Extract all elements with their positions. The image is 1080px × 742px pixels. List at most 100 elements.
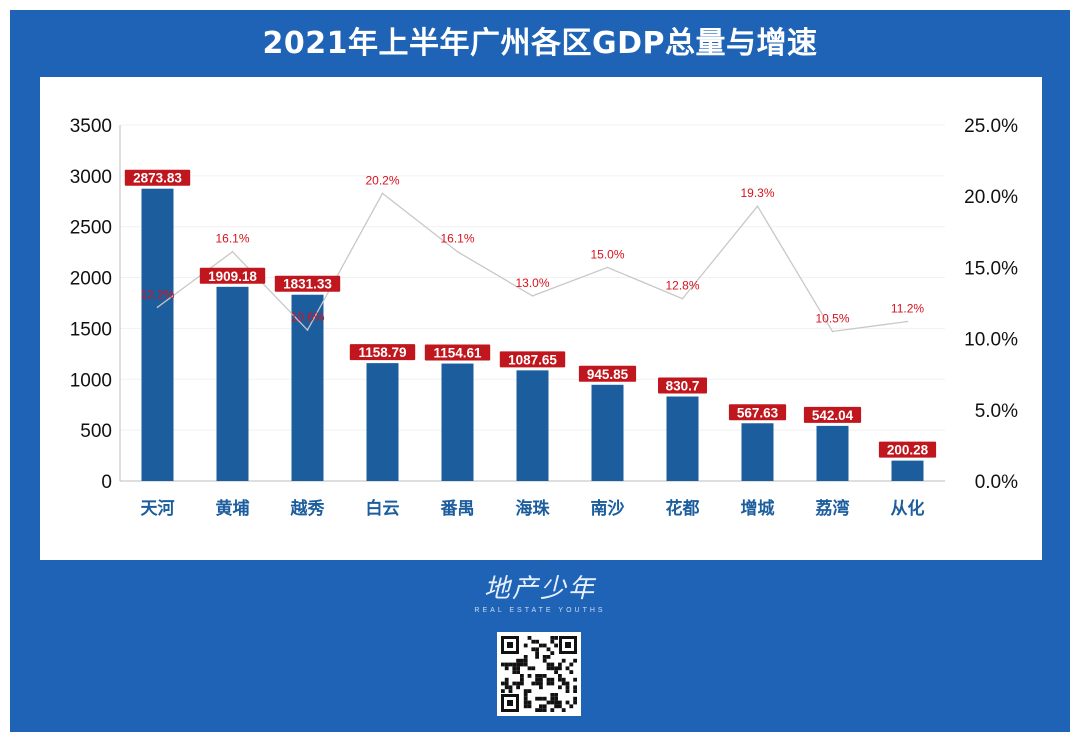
qr-module <box>523 662 528 667</box>
growth-value-label: 12.8% <box>665 279 699 293</box>
qr-module <box>539 643 543 648</box>
bar-value-label-bg <box>803 406 862 423</box>
growth-point <box>681 297 684 300</box>
growth-value-label: 12.2% <box>140 287 174 301</box>
qr-module <box>550 681 555 686</box>
bar <box>291 294 324 481</box>
y-tick-label-left: 3500 <box>70 116 112 137</box>
qr-module <box>558 700 562 705</box>
growth-line <box>157 192 908 333</box>
bar <box>516 370 549 481</box>
qr-module <box>565 685 570 690</box>
qr-module <box>501 681 505 686</box>
qr-code <box>497 632 581 716</box>
qr-module <box>561 658 566 663</box>
bar-value-label-bg <box>728 404 787 421</box>
category-label: 荔湾 <box>815 498 850 518</box>
bar-value-label-bg <box>878 441 937 458</box>
bar-value-label-bg <box>578 365 637 382</box>
bar-value-label-bg <box>199 267 266 284</box>
y-tick-label-right: 15.0% <box>964 258 1018 279</box>
qr-module <box>573 677 577 682</box>
qr-module <box>504 662 509 667</box>
qr-module <box>550 677 555 682</box>
qr-module <box>527 674 532 678</box>
qr-module <box>516 666 520 671</box>
qr-module <box>520 662 524 667</box>
growth-value-label: 15.0% <box>590 247 624 261</box>
bar-value-label: 542.04 <box>812 408 854 423</box>
qr-module <box>512 681 517 686</box>
bar-value-label: 945.85 <box>587 367 629 382</box>
qr-module <box>554 693 558 697</box>
qr-module <box>542 708 547 712</box>
qr-module <box>573 689 577 693</box>
bar <box>891 460 924 481</box>
y-tick-label-left: 0 <box>101 472 112 493</box>
qr-module <box>508 662 513 667</box>
qr-module <box>520 681 524 686</box>
qr-module <box>539 696 543 701</box>
chart-panel: 0 500 1000 1500 2000 2500 3000 3500 0.0% 5.0% 10.0… <box>40 77 1042 560</box>
qr-module <box>561 681 566 686</box>
qr-module <box>546 681 551 686</box>
qr-module <box>558 666 562 671</box>
category-label: 增城 <box>741 498 775 518</box>
qr-module <box>550 639 555 644</box>
category-label: 海珠 <box>516 498 551 518</box>
qr-module <box>520 677 524 682</box>
qr-module <box>531 647 536 652</box>
qr-module <box>504 677 509 682</box>
growth-point <box>156 306 159 309</box>
growth-value-label: 10.6% <box>290 310 324 324</box>
bar <box>591 384 624 481</box>
qr-module <box>516 685 520 690</box>
qr-module <box>523 693 528 697</box>
qr-module <box>539 704 543 709</box>
qr-module <box>546 700 551 705</box>
watermark: 地产少年 REAL ESTATE YOUTHS <box>0 568 1080 614</box>
qr-module <box>573 685 577 690</box>
qr-finder <box>507 642 513 648</box>
qr-module <box>573 700 577 705</box>
bar <box>666 396 699 481</box>
qr-module <box>535 681 539 686</box>
category-label: 天河 <box>141 499 175 518</box>
qr-module <box>561 677 566 682</box>
growth-point <box>906 320 909 323</box>
category-label: 番禺 <box>440 499 475 518</box>
qr-module <box>501 662 505 667</box>
growth-point <box>456 250 459 253</box>
y-tick-label-right: 10.0% <box>964 330 1018 351</box>
y-tick-label-left: 3000 <box>70 167 112 188</box>
qr-module <box>523 700 528 705</box>
growth-point <box>606 266 609 269</box>
y-tick-label-left: 2000 <box>70 269 112 290</box>
category-label: 花都 <box>666 498 700 518</box>
y-tick-label-right: 0.0% <box>975 472 1018 493</box>
qr-module <box>512 670 517 674</box>
qr-module <box>558 685 562 690</box>
qr-module <box>561 708 566 712</box>
category-label: 越秀 <box>290 498 325 518</box>
qr-module <box>558 662 562 667</box>
qr-module <box>527 636 532 640</box>
growth-point <box>306 329 309 331</box>
qr-module <box>516 662 520 667</box>
growth-value-label: 20.2% <box>365 173 399 187</box>
qr-module <box>558 674 562 678</box>
qr-module <box>573 696 577 701</box>
qr-module <box>516 658 520 663</box>
growth-value-label: 16.1% <box>215 232 249 246</box>
qr-module <box>565 681 570 686</box>
qr-module <box>542 674 547 678</box>
chart: 0 500 1000 1500 2000 2500 3000 3500 0.0% 5.0% 10.0… <box>70 116 1018 518</box>
qr-module <box>508 685 513 690</box>
qr-module <box>531 639 536 644</box>
qr-module <box>554 666 558 671</box>
growth-point <box>531 295 534 297</box>
y-tick-label-right: 20.0% <box>964 187 1018 208</box>
qr-module <box>542 658 547 663</box>
qr-module <box>546 677 551 682</box>
bar <box>366 363 399 481</box>
